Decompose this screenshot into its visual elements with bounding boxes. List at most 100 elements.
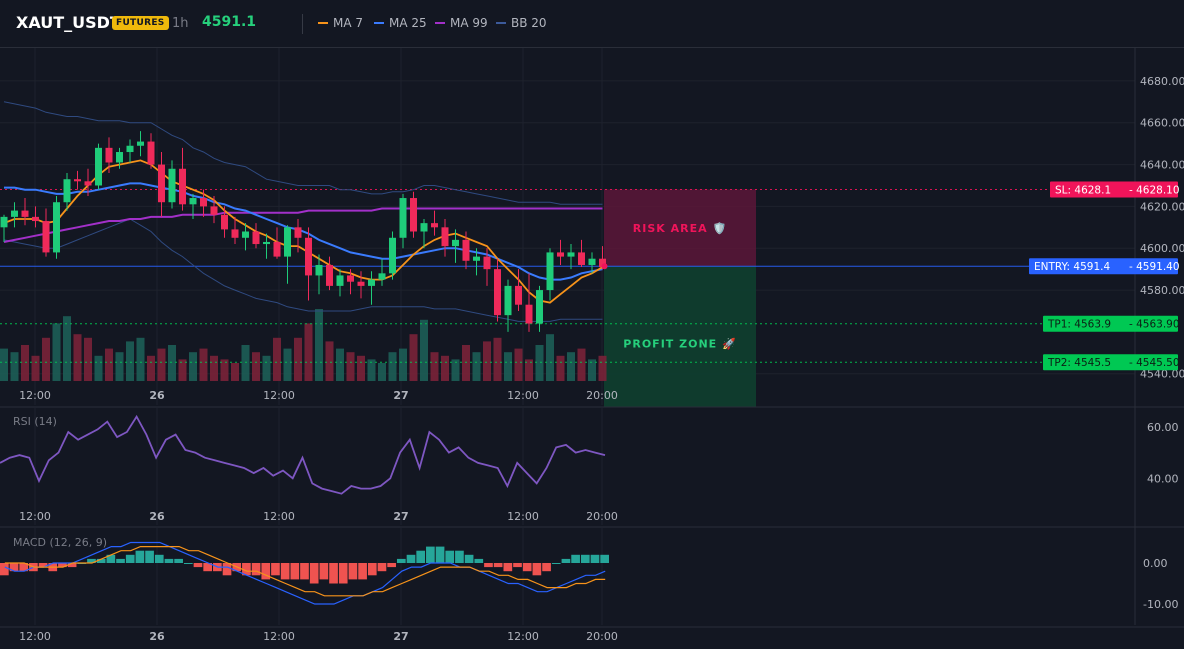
volume-bar [63, 316, 71, 381]
macd-hist-bar [329, 563, 338, 584]
time-tick-label: 12:00 [507, 389, 539, 402]
candle-body [567, 252, 575, 257]
volume-bar [535, 345, 544, 381]
time-tick-label: 12:00 [507, 510, 539, 523]
macd-title: MACD (12, 26, 9) [13, 536, 107, 549]
macd-hist-bar [125, 554, 135, 563]
legend-swatch [435, 21, 445, 24]
candle-body [231, 229, 239, 238]
chart-background [0, 48, 1184, 649]
time-tick-label: 12:00 [263, 630, 295, 643]
time-axis-rsi: 12:00 26 12:00 27 12:00 20:00 [19, 510, 618, 523]
macd-hist-bar [445, 550, 455, 563]
candle-body [168, 168, 176, 203]
volume-bar [346, 352, 355, 381]
candle-body [536, 290, 543, 324]
volume-bar [409, 334, 418, 381]
volume-bar [157, 348, 166, 381]
volume-bar [588, 359, 596, 381]
trading-chart[interactable]: RISK AREA 🛡️PROFIT ZONE 🚀4680.004660.004… [0, 48, 1184, 649]
price-tick-label: 4640.00 [1140, 159, 1184, 172]
legend-label: MA 99 [450, 16, 488, 30]
volume-bar [31, 355, 40, 381]
macd-hist-bar [300, 563, 309, 580]
macd-histogram [0, 546, 609, 584]
profit-zone [604, 266, 756, 407]
volume-bar [388, 352, 397, 381]
volume-bar [136, 337, 145, 381]
candle-body [336, 275, 344, 286]
macd-hist-bar [58, 563, 67, 568]
legend-label: MA 7 [333, 16, 364, 30]
macd-hist-bar [358, 563, 367, 580]
time-axis-main: 12:00 26 12:00 27 12:00 20:00 [19, 389, 618, 402]
candle-body [210, 206, 218, 215]
macd-hist-bar [135, 550, 145, 563]
volume-bar [94, 355, 103, 381]
level-tag-label: TP2: 4545.5 [1047, 357, 1111, 369]
legend-ma7[interactable]: MA 7 [318, 16, 363, 30]
candle-body [242, 231, 249, 238]
volume-bar [304, 323, 313, 381]
macd-hist-bar [242, 563, 251, 576]
candle-body [473, 256, 480, 261]
time-tick-label: 20:00 [586, 510, 618, 523]
macd-hist-bar [67, 563, 77, 568]
candle-body [368, 279, 375, 286]
macd-signal-line [4, 546, 606, 597]
macd-hist-bar [406, 554, 416, 563]
volume-bar [220, 359, 229, 381]
candle-body [84, 181, 92, 186]
volume-bar [399, 348, 407, 381]
macd-hist-bar [348, 563, 358, 580]
legend-label: MA 25 [389, 16, 427, 30]
macd-hist-bar [561, 558, 571, 563]
candle-body [347, 275, 354, 282]
candle-body [42, 221, 50, 253]
volume-bar [430, 352, 439, 381]
price-tick-label: 4680.00 [1140, 75, 1184, 88]
macd-hist-bar [571, 554, 580, 563]
ma25-line [4, 182, 603, 281]
price-tick-label: 4600.00 [1140, 242, 1184, 255]
volume-bar [84, 337, 92, 381]
volume-bar [514, 348, 523, 381]
macd-hist-bar [96, 558, 106, 563]
symbol-title[interactable]: XAUT_USDT [16, 13, 121, 32]
time-tick-label: 26 [149, 389, 165, 402]
level-tag-value: - 4545.50 [1129, 357, 1180, 369]
candle-body [399, 198, 407, 238]
candle-body [315, 264, 323, 276]
volume-bar [441, 355, 449, 381]
legend-bb20[interactable]: BB 20 [496, 16, 547, 30]
legend-ma99[interactable]: MA 99 [435, 16, 488, 30]
macd-hist-bar [251, 563, 261, 576]
candle-body [452, 239, 459, 247]
macd-hist-bar [387, 563, 396, 568]
candle-body [410, 198, 417, 232]
legend-swatch [318, 21, 328, 24]
candlesticks [0, 131, 606, 332]
volume-bar [525, 359, 533, 381]
macd-hist-bar [493, 563, 503, 568]
macd-hist-bar [193, 563, 203, 568]
timeframe-label[interactable]: 1h [172, 16, 189, 31]
volume-bar [178, 359, 187, 381]
macd-hist-bar [164, 558, 174, 563]
volume-bar [493, 337, 502, 381]
macd-hist-bar [222, 563, 232, 576]
level-tag-value: - 4591.40 [1129, 261, 1180, 273]
price-tick-label: 4620.00 [1140, 200, 1184, 213]
legend-ma25[interactable]: MA 25 [374, 16, 427, 30]
volume-bar [567, 352, 575, 381]
legend-label: BB 20 [511, 16, 547, 30]
macd-hist-bar [426, 546, 435, 563]
candle-body [305, 237, 312, 276]
macd-hist-bar [513, 563, 522, 568]
candle-body [525, 304, 533, 324]
candle-body [32, 216, 39, 222]
level-tag-label: TP1: 4563.9 [1047, 319, 1111, 331]
time-tick-label: 20:00 [586, 389, 618, 402]
candle-body [326, 264, 333, 286]
trade-levels [0, 188, 1135, 363]
